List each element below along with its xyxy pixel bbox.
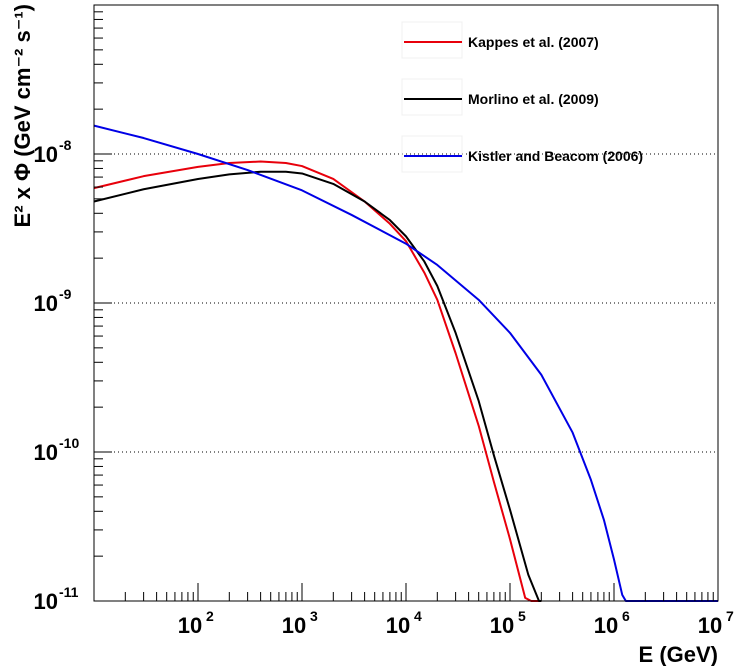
axis-layer: [93, 4, 719, 602]
legend-box: [401, 78, 463, 116]
y-tick-exponent: -9: [59, 286, 72, 302]
legend-box: [401, 135, 463, 173]
x-tick-label: 10: [490, 613, 514, 638]
series-line-0: [93, 160, 542, 602]
legend-box: [401, 21, 463, 59]
x-tick-exponent: 7: [726, 608, 734, 624]
y-axis-title: E² x Φ (GeV cm⁻² s⁻¹): [10, 4, 35, 227]
x-axis-title: E (GeV): [639, 642, 718, 666]
y-tick-exponent: -8: [59, 137, 72, 153]
y-tick-label: 10: [34, 440, 58, 465]
x-tick-label: 10: [698, 613, 722, 638]
x-tick-label: 10: [178, 613, 202, 638]
series-line-1: [93, 170, 542, 602]
legend: Kappes et al. (2007) Morlino et al. (2009…: [401, 21, 643, 173]
x-tick-label: 10: [282, 613, 306, 638]
legend-label-2: Kistler and Beacom (2006): [468, 148, 643, 164]
x-tick-label: 10: [594, 613, 618, 638]
y-tick-exponent: -10: [59, 435, 79, 451]
x-tick-exponent: 4: [414, 608, 422, 624]
x-tick-exponent: 3: [310, 608, 318, 624]
x-tick-exponent: 6: [622, 608, 630, 624]
y-tick-label: 10: [34, 291, 58, 316]
series-line-2: [93, 124, 718, 602]
curve-layer: [93, 124, 718, 602]
y-tick-label: 10: [34, 589, 58, 614]
y-tick-exponent: -11: [59, 584, 79, 600]
x-tick-exponent: 2: [206, 608, 214, 624]
y-tick-label: 10: [34, 142, 58, 167]
x-tick-exponent: 5: [518, 608, 526, 624]
legend-label-1: Morlino et al. (2009): [468, 91, 599, 107]
legend-label-0: Kappes et al. (2007): [468, 34, 599, 50]
x-tick-label: 10: [386, 613, 410, 638]
